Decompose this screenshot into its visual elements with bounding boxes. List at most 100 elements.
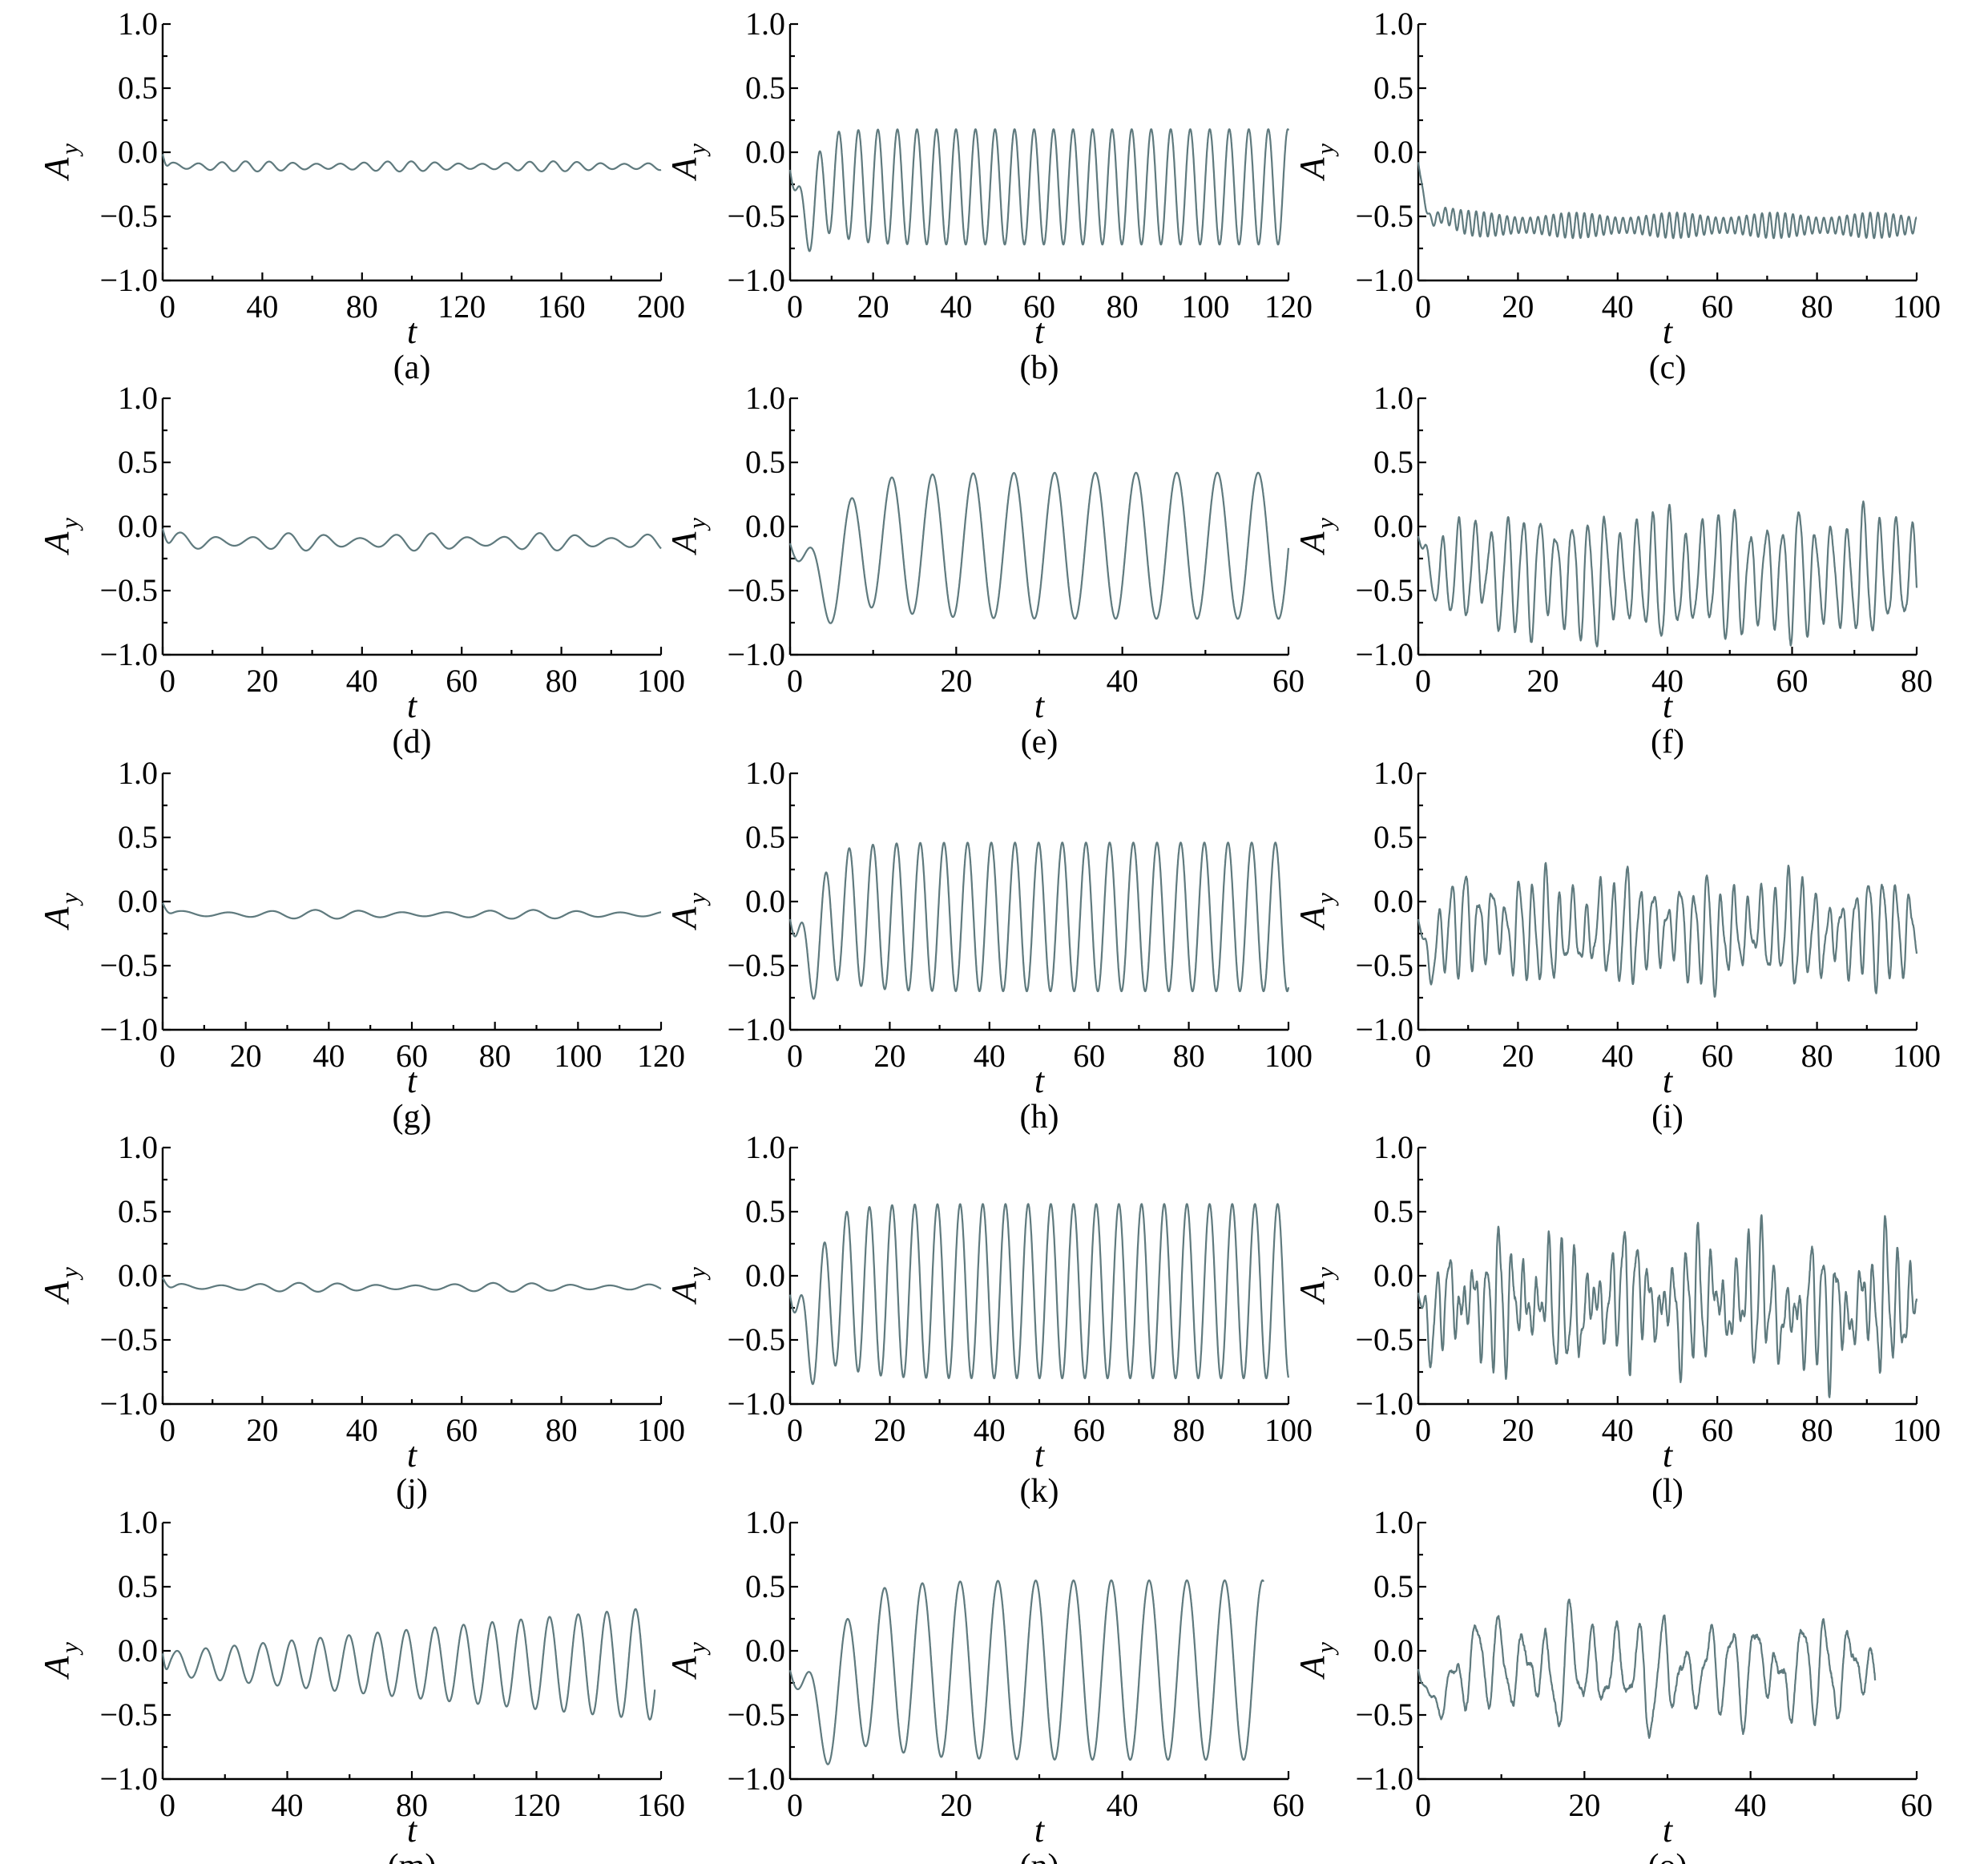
y-axis-title: Ay <box>664 1267 711 1305</box>
y-tick-label: −0.5 <box>99 572 158 608</box>
y-tick-label: −0.5 <box>99 1321 158 1358</box>
x-tick-label: 40 <box>974 1412 1006 1448</box>
y-tick-label: 0.0 <box>118 883 158 919</box>
series-line <box>788 1579 1264 1765</box>
x-tick-label: 80 <box>1801 1038 1833 1074</box>
y-axis-title-sub: y <box>55 893 83 906</box>
series-line <box>1417 162 1917 240</box>
y-axis-title-main: A <box>37 1655 76 1680</box>
x-tick-label: 40 <box>1107 663 1139 699</box>
y-tick-label: −0.5 <box>727 1321 785 1358</box>
series-line <box>788 128 1290 252</box>
x-tick-label: 20 <box>1502 1412 1534 1448</box>
panel-label: (m) <box>388 1848 437 1864</box>
x-axis-title: t <box>1663 1061 1674 1100</box>
y-axis-title-sub: y <box>55 143 83 157</box>
panel-i: 1.0 0.5 0.0 −0.5 −1.00 20 40 60 80 100 t Ay (i) <box>1292 755 1941 1136</box>
panel-label: (j) <box>396 1473 428 1510</box>
x-tick-label: 40 <box>346 1412 378 1448</box>
x-tick-label: 100 <box>1181 288 1229 325</box>
x-tick-label: 20 <box>940 1787 972 1823</box>
y-tick-label: 0.0 <box>118 1257 158 1293</box>
y-axis-title-main: A <box>37 1280 76 1305</box>
y-tick-label: 0.0 <box>745 1632 785 1668</box>
series-line <box>1417 500 1918 648</box>
series-line <box>788 841 1290 1000</box>
x-tick-label: 200 <box>637 288 685 325</box>
series-line <box>161 154 662 173</box>
x-tick-label: 0 <box>159 288 175 325</box>
y-axis-title-sub: y <box>683 518 711 531</box>
x-tick-label: 60 <box>446 663 478 699</box>
y-axis-title-main: A <box>1292 906 1332 930</box>
x-tick-label: 20 <box>873 1038 905 1074</box>
y-tick-label: 0.0 <box>745 883 785 919</box>
y-tick-label: 0.0 <box>745 1257 785 1293</box>
y-tick-label: 0.5 <box>1373 70 1413 106</box>
y-tick-label: 1.0 <box>118 1504 158 1540</box>
x-tick-label: 120 <box>438 288 486 325</box>
x-tick-label: 100 <box>1264 1038 1313 1074</box>
y-axis-title-main: A <box>1292 1655 1332 1680</box>
x-axis-title: t <box>1034 1435 1046 1475</box>
series-line <box>788 1203 1290 1386</box>
panel-k: 1.0 0.5 0.0 −0.5 −1.00 20 40 60 80 100 t Ay (k) <box>664 1129 1313 1510</box>
x-tick-label: 0 <box>787 1412 803 1448</box>
y-axis-title-main: A <box>664 531 704 555</box>
x-axis-title: t <box>1034 1810 1046 1850</box>
y-tick-label: 1.0 <box>745 755 785 791</box>
y-tick-label: 0.0 <box>1373 134 1413 170</box>
y-tick-label: 1.0 <box>1373 380 1413 416</box>
x-axis-title: t <box>1663 686 1674 725</box>
y-tick-label: 0.5 <box>745 70 785 106</box>
x-tick-label: 20 <box>1527 663 1559 699</box>
y-axis-title-sub: y <box>1311 518 1339 531</box>
y-tick-label: −1.0 <box>99 1011 158 1047</box>
y-tick-label: 0.0 <box>1373 1632 1413 1668</box>
y-axis-title: Ay <box>664 1642 711 1680</box>
x-tick-label: 160 <box>538 288 586 325</box>
x-tick-label: 60 <box>1701 288 1733 325</box>
y-axis-title: Ay <box>664 143 711 182</box>
y-axis-title-main: A <box>37 531 76 555</box>
y-tick-label: −1.0 <box>727 1386 785 1422</box>
x-tick-label: 80 <box>346 288 378 325</box>
panel-c: 1.0 0.5 0.0 −0.5 −1.00 20 40 60 80 100 t Ay (c) <box>1292 6 1941 386</box>
x-tick-label: 0 <box>1415 663 1431 699</box>
y-axis-title-main: A <box>37 156 76 181</box>
series-line <box>161 1608 656 1721</box>
y-tick-label: 0.5 <box>118 444 158 480</box>
y-tick-label: −1.0 <box>99 1761 158 1797</box>
y-axis-title-sub: y <box>55 518 83 531</box>
y-tick-label: 0.0 <box>118 508 158 544</box>
x-tick-label: 60 <box>1701 1038 1733 1074</box>
y-tick-label: 0.5 <box>118 1568 158 1604</box>
y-tick-label: 0.0 <box>745 134 785 170</box>
x-tick-label: 0 <box>787 1787 803 1823</box>
x-axis-title: t <box>1034 1061 1046 1100</box>
y-tick-label: 1.0 <box>118 6 158 42</box>
panel-label: (e) <box>1021 724 1059 761</box>
y-tick-label: 0.0 <box>118 1632 158 1668</box>
x-tick-label: 100 <box>554 1038 602 1074</box>
x-tick-label: 40 <box>1651 663 1684 699</box>
y-axis-title: Ay <box>1292 143 1339 182</box>
series-line <box>162 902 662 920</box>
y-axis-title: Ay <box>1292 893 1339 931</box>
x-tick-label: 20 <box>1502 1038 1534 1074</box>
x-tick-label: 80 <box>546 1412 578 1448</box>
series-line <box>162 1277 662 1293</box>
y-tick-label: −0.5 <box>727 947 785 983</box>
y-tick-label: 1.0 <box>1373 1504 1413 1540</box>
y-tick-label: 1.0 <box>745 380 785 416</box>
x-tick-label: 40 <box>1602 1412 1634 1448</box>
y-tick-label: −1.0 <box>1355 262 1413 298</box>
x-tick-label: 20 <box>1568 1787 1600 1823</box>
panel-b: 1.0 0.5 0.0 −0.5 −1.00 20 40 60 80 100 120 t Ay (b) <box>664 6 1313 386</box>
series-line <box>1417 1214 1918 1398</box>
y-tick-label: 1.0 <box>118 755 158 791</box>
y-axis-title-sub: y <box>1311 1267 1339 1281</box>
x-tick-label: 40 <box>1735 1787 1767 1823</box>
x-tick-label: 40 <box>246 288 278 325</box>
x-tick-label: 60 <box>1776 663 1809 699</box>
